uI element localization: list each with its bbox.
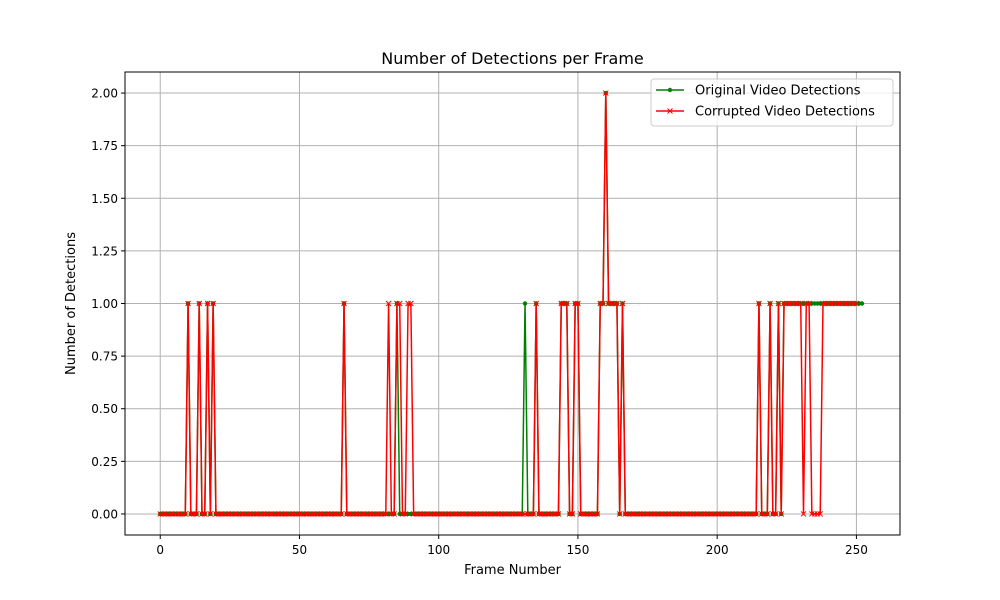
y-tick-label: 1.75 <box>91 139 118 153</box>
data-point <box>616 511 623 517</box>
data-point <box>563 300 570 307</box>
y-axis-label: Number of Detections <box>64 232 79 375</box>
data-point <box>341 300 347 307</box>
y-tick-label: 1.25 <box>91 244 118 258</box>
x-tick-label: 50 <box>292 543 307 557</box>
legend-box <box>650 78 894 127</box>
data-point <box>193 511 200 517</box>
data-point <box>338 511 345 517</box>
data-point <box>594 511 601 517</box>
y-tick-label: 0.00 <box>91 507 118 521</box>
y-tick-label: 1.00 <box>91 297 118 311</box>
data-point <box>797 300 804 307</box>
legend: Original Video Detections Corrupted Vide… <box>650 78 894 127</box>
series-corrupted <box>157 90 860 517</box>
data-point <box>522 301 528 306</box>
data-point <box>555 511 562 517</box>
data-point <box>402 511 409 517</box>
chart-title: Number of Detections per Frame <box>381 49 644 68</box>
data-point <box>767 300 773 307</box>
data-point <box>569 511 576 517</box>
x-tick-label: 150 <box>566 543 589 557</box>
data-point <box>207 511 214 517</box>
data-point <box>772 511 779 517</box>
data-point <box>185 300 191 307</box>
data-point <box>602 90 609 96</box>
data-point <box>408 300 414 307</box>
data-point <box>775 300 782 307</box>
data-point <box>385 300 392 307</box>
x-tick-label: 250 <box>845 543 868 557</box>
series-layer <box>157 90 865 517</box>
data-point <box>806 300 812 307</box>
data-point <box>533 300 540 307</box>
legend-label-corrupted: Corrupted Video Detections <box>695 105 875 120</box>
data-point <box>391 511 398 517</box>
x-axis-label: Frame Number <box>464 563 562 578</box>
data-point <box>764 511 771 517</box>
tick-layer: 0 50 100 150 200 250 0.00 0.25 0.50 0.75 1.00 1.25 1… <box>91 87 868 557</box>
data-point <box>756 300 762 307</box>
data-point <box>853 300 860 307</box>
y-tick-label: 0.50 <box>91 402 118 416</box>
x-tick-label: 200 <box>706 543 729 557</box>
data-point <box>210 300 216 307</box>
y-tick-label: 1.50 <box>91 192 118 206</box>
data-point <box>196 300 203 307</box>
data-point <box>859 301 865 306</box>
data-point <box>382 511 389 517</box>
data-point <box>396 300 403 307</box>
data-point <box>182 511 189 517</box>
data-point <box>619 300 626 307</box>
legend-label-original: Original Video Detections <box>695 84 861 99</box>
data-point <box>778 511 785 517</box>
data-point <box>753 511 760 517</box>
y-tick-label: 0.75 <box>91 350 118 364</box>
data-point <box>817 511 824 517</box>
y-tick-label: 0.25 <box>91 455 118 469</box>
data-point <box>614 300 620 307</box>
data-point <box>530 511 537 517</box>
y-tick-label: 2.00 <box>91 87 118 101</box>
legend-marker-original <box>667 87 673 93</box>
legend-marker-corrupted <box>667 108 673 114</box>
x-tick-label: 100 <box>427 543 450 557</box>
data-point <box>800 511 807 517</box>
data-point <box>575 300 581 307</box>
data-point <box>204 300 211 307</box>
x-tick-label: 0 <box>156 543 164 557</box>
data-point <box>600 300 606 307</box>
data-point <box>201 511 208 517</box>
